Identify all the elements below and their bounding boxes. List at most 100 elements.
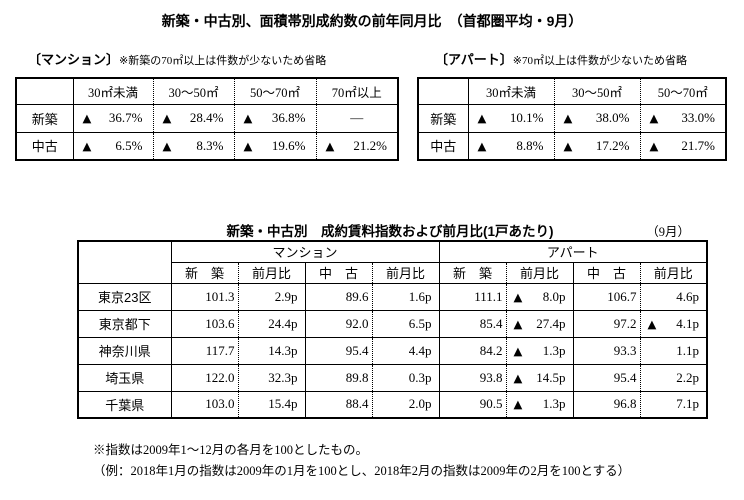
size-column-header: 30～50㎡ bbox=[553, 78, 640, 104]
yoy-value-cell: ▲ 38.0% bbox=[553, 103, 640, 132]
cell-value: 1.1p bbox=[676, 342, 699, 358]
cell-value: 88.4 bbox=[345, 396, 369, 412]
decrease-mark: ▲ bbox=[563, 138, 573, 153]
index-value-cell: 111.1 bbox=[438, 282, 506, 310]
mom-change-cell: 7.1p bbox=[639, 390, 707, 418]
index-value-cell: 97.2 bbox=[572, 309, 640, 337]
cell-value: 6.5% bbox=[115, 137, 143, 153]
cell-value: 90.5 bbox=[479, 396, 503, 412]
mom-change-cell: 2.9p bbox=[237, 282, 305, 310]
decrease-mark: ▲ bbox=[243, 111, 253, 125]
index-value-cell: 101.3 bbox=[170, 282, 238, 310]
index-value-cell: 90.5 bbox=[438, 390, 506, 418]
size-column-header: 30㎡未満 bbox=[72, 78, 153, 104]
yoy-value-cell: ▲ 8.3% bbox=[152, 131, 234, 160]
sub-column-header: 前月比 bbox=[505, 261, 573, 283]
mom-change-cell: 2.2p bbox=[639, 363, 707, 391]
mom-change-cell: 24.4p bbox=[237, 309, 305, 337]
mom-change-cell: ▲ 1.3p bbox=[505, 336, 573, 364]
index-value-cell: 89.6 bbox=[304, 282, 372, 310]
index-table-month: （9月） bbox=[646, 225, 690, 239]
cell-value: 38.0% bbox=[595, 110, 630, 125]
cell-value: 7.1p bbox=[676, 396, 699, 412]
index-table-title: 新築・中古別 成約賃料指数および前月比(1戸あたり) bbox=[226, 224, 554, 239]
decrease-mark: ▲ bbox=[513, 343, 523, 358]
yoy-value-cell: ▲ 28.4% bbox=[152, 103, 234, 132]
cell-value: 111.1 bbox=[474, 288, 503, 304]
cell-value: 4.6p bbox=[676, 288, 699, 304]
cell-value: 122.0 bbox=[205, 369, 235, 385]
corner-cell bbox=[78, 241, 171, 283]
region-label: 東京都下 bbox=[78, 309, 171, 337]
index-value-cell: 117.7 bbox=[170, 336, 238, 364]
mom-change-cell: 15.4p bbox=[237, 390, 305, 418]
sub-column-header: 中 古 bbox=[304, 261, 372, 283]
cell-value: 89.6 bbox=[345, 288, 369, 304]
corner-cell bbox=[418, 78, 468, 104]
footnote-line-2: （例：2018年1月の指数は2009年の1月を100とし、2018年2月の指数は… bbox=[93, 464, 631, 478]
index-value-cell: 85.4 bbox=[438, 309, 506, 337]
cell-value: 84.2 bbox=[479, 342, 503, 358]
index-value-cell: 96.8 bbox=[572, 390, 640, 418]
mansion-section-note: ※新築の70㎡以上は件数が少ないため省略 bbox=[119, 55, 327, 67]
index-value-cell: 122.0 bbox=[170, 363, 238, 391]
index-table-title-row: 新築・中古別 成約賃料指数および前月比(1戸あたり) （9月） bbox=[80, 220, 700, 241]
yoy-value-cell: — bbox=[315, 103, 398, 132]
decrease-mark: ▲ bbox=[513, 316, 523, 331]
index-value-cell: 89.8 bbox=[304, 363, 372, 391]
mom-change-cell: 6.5p bbox=[371, 309, 439, 337]
yoy-value-cell: ▲ 8.8% bbox=[467, 131, 554, 160]
index-value-cell: 103.6 bbox=[170, 309, 238, 337]
apartment-section-heading: 〔アパート〕 bbox=[435, 52, 513, 67]
cell-value: 96.8 bbox=[613, 396, 637, 412]
yoy-value-cell: ▲ 6.5% bbox=[72, 131, 153, 160]
mom-change-cell: 0.3p bbox=[371, 363, 439, 391]
sub-column-header: 前月比 bbox=[237, 261, 305, 283]
size-column-header: 50～70㎡ bbox=[639, 78, 726, 104]
cell-value: 101.3 bbox=[205, 288, 235, 304]
cell-value: 33.0% bbox=[681, 110, 715, 125]
cell-value: 4.1p bbox=[676, 315, 699, 331]
apartment-yoy-table: 30㎡未満 30～50㎡ 50～70㎡ 新築 ▲ 10.1% ▲ 38.0% ▲ 33… bbox=[417, 77, 727, 161]
yoy-value-cell: ▲ 21.7% bbox=[639, 131, 726, 160]
decrease-mark: ▲ bbox=[477, 138, 487, 153]
group-header-apartment: アパート bbox=[438, 241, 707, 262]
not-available-dash: — bbox=[350, 110, 364, 125]
cell-value: 2.0p bbox=[408, 396, 432, 412]
cell-value: 85.4 bbox=[479, 315, 503, 331]
index-value-cell: 95.4 bbox=[304, 336, 372, 364]
decrease-mark: ▲ bbox=[513, 370, 523, 385]
decrease-mark: ▲ bbox=[325, 138, 335, 153]
cell-value: 21.7% bbox=[681, 137, 715, 153]
region-label: 東京23区 bbox=[78, 282, 171, 310]
size-column-header: 70㎡以上 bbox=[315, 78, 398, 104]
cell-value: 117.7 bbox=[205, 342, 235, 358]
index-value-cell: 95.4 bbox=[572, 363, 640, 391]
yoy-value-cell: ▲ 36.8% bbox=[233, 103, 316, 132]
decrease-mark: ▲ bbox=[513, 397, 523, 412]
apartment-section-label: 〔アパート〕※70㎡以上は件数が少ないため省略 bbox=[435, 49, 687, 69]
decrease-mark: ▲ bbox=[162, 111, 172, 125]
cell-value: 1.6p bbox=[408, 288, 432, 304]
cell-value: 27.4p bbox=[536, 315, 566, 331]
cell-value: 8.0p bbox=[542, 288, 566, 304]
cell-value: 2.9p bbox=[274, 288, 298, 304]
cell-value: 8.8% bbox=[516, 137, 544, 153]
yoy-value-cell: ▲ 17.2% bbox=[553, 131, 640, 160]
mom-change-cell: ▲ 27.4p bbox=[505, 309, 573, 337]
cell-value: 8.3% bbox=[196, 137, 224, 153]
mom-change-cell: ▲ 4.1p bbox=[639, 309, 707, 337]
mom-change-cell: 1.6p bbox=[371, 282, 439, 310]
index-value-cell: 106.7 bbox=[572, 282, 640, 310]
size-column-header: 30～50㎡ bbox=[152, 78, 234, 104]
group-header-mansion: マンション bbox=[170, 241, 439, 262]
cell-value: 103.6 bbox=[205, 315, 235, 331]
cell-value: 24.4p bbox=[268, 315, 298, 331]
yoy-value-cell: ▲ 10.1% bbox=[467, 103, 554, 132]
cell-value: 14.3p bbox=[268, 342, 298, 358]
cell-value: 92.0 bbox=[345, 315, 369, 331]
mom-change-cell: 1.1p bbox=[639, 336, 707, 364]
index-value-cell: 93.3 bbox=[572, 336, 640, 364]
row-label: 新築 bbox=[418, 103, 468, 132]
